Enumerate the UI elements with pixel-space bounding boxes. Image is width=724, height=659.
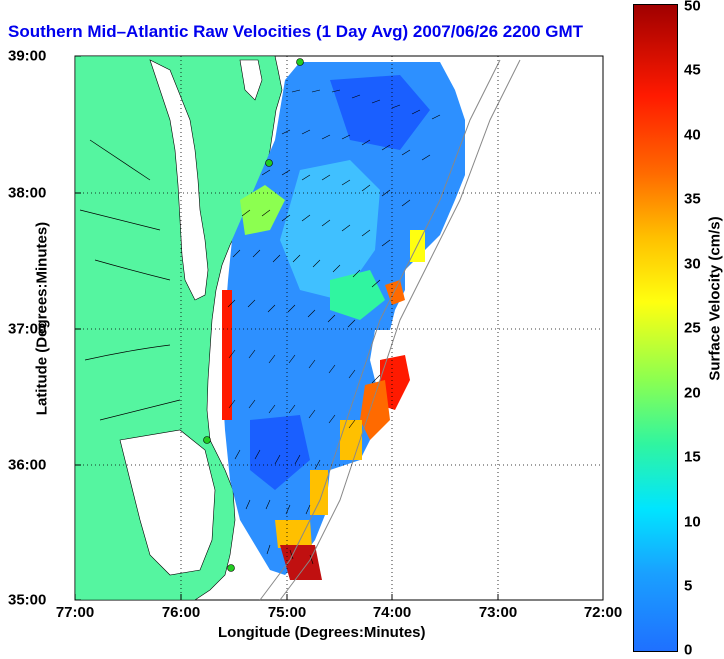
- x-tick-label: 72:00: [583, 604, 623, 621]
- radar-station: [296, 58, 304, 66]
- chesapeake-bay: [149, 59, 209, 301]
- radar-station: [203, 436, 211, 444]
- radar-stations: [203, 58, 304, 572]
- graticule: [75, 56, 603, 600]
- delaware-bay: [239, 59, 263, 101]
- x-axis-label: Longitude (Degrees:Minutes): [218, 624, 426, 641]
- pamlico-sound: [119, 429, 216, 576]
- colorbar: [633, 4, 678, 652]
- colorbar-tick: 0: [684, 641, 693, 659]
- x-tick-label: 76:00: [161, 604, 201, 621]
- y-tick-label: 36:00: [8, 456, 47, 474]
- x-tick-label: 73:00: [478, 604, 518, 621]
- y-tick-label: 38:00: [8, 184, 47, 202]
- colorbar-tick: 35: [684, 190, 701, 208]
- colorbar-tick: 30: [684, 255, 701, 273]
- colorbar-tick: 5: [684, 577, 693, 595]
- x-tick-label: 74:00: [372, 604, 412, 621]
- y-tick-label: 35:00: [8, 591, 47, 609]
- colorbar-label: Surface Velocity (cm/s): [706, 216, 724, 381]
- colorbar-tick: 40: [684, 126, 701, 144]
- colorbar-tick: 25: [684, 319, 701, 337]
- colorbar-tick: 45: [684, 61, 701, 79]
- rivers: [79, 139, 181, 421]
- colorbar-tick: 20: [684, 384, 701, 402]
- radar-station: [265, 159, 273, 167]
- bathymetry-contours: [259, 59, 521, 601]
- y-tick-label: 39:00: [8, 47, 47, 65]
- axis-ticks: [74, 55, 604, 601]
- colorbar-tick: 10: [684, 513, 701, 531]
- map-title: Southern Mid–Atlantic Raw Velocities (1 …: [8, 22, 584, 41]
- y-tick-label: 37:00: [8, 320, 47, 338]
- y-axis-label: Latitude (Degrees:Minutes): [33, 221, 51, 416]
- x-tick-label: 75:00: [267, 604, 307, 621]
- colorbar-tick: 15: [684, 448, 701, 466]
- velocity-field: [222, 62, 465, 580]
- x-tick-label: 77:00: [55, 604, 95, 621]
- colorbar-tick: 50: [684, 0, 701, 15]
- velocity-vectors: [227, 89, 441, 565]
- radar-station: [227, 564, 235, 572]
